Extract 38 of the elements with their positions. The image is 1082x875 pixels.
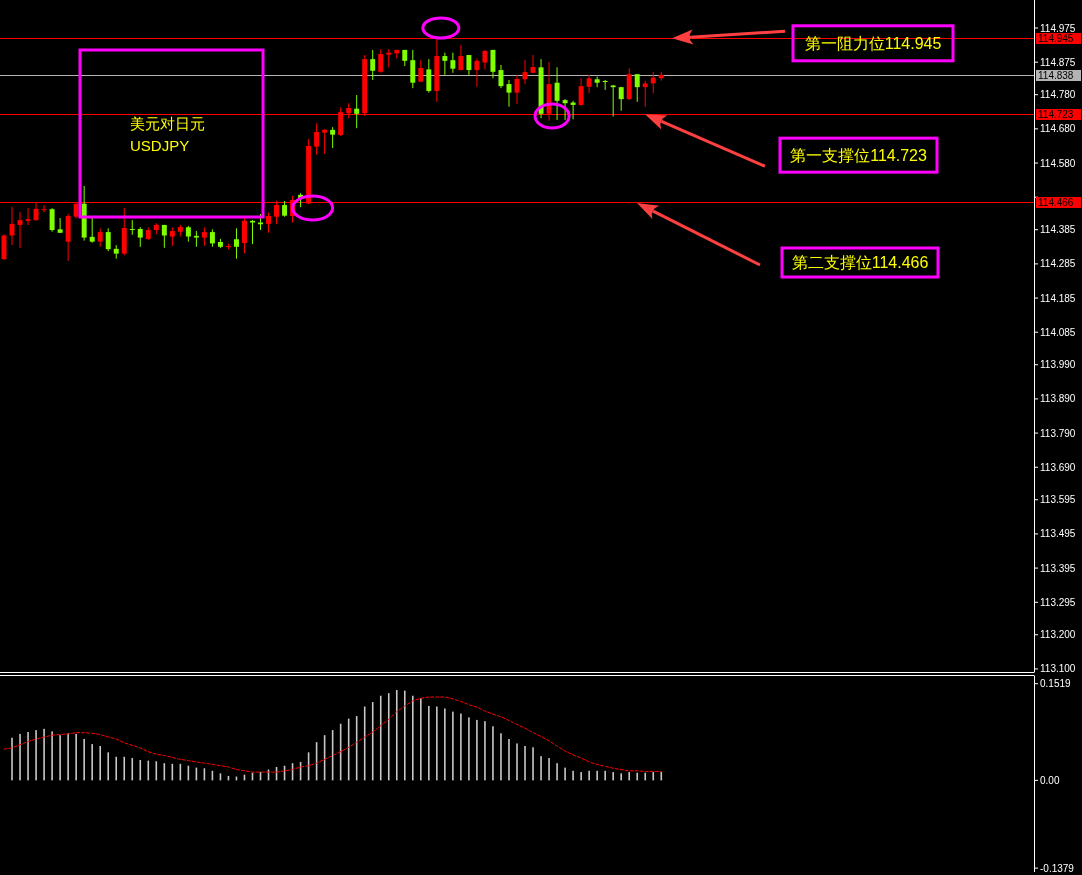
annotation: 第一阻力位114.945 [804, 34, 942, 52]
annotation: 美元对日元 USDJPY [78, 48, 265, 219]
y-tick-label: 114.680 [1040, 123, 1076, 135]
annotation: 美元对日元 USDJPY [130, 114, 205, 154]
ref-label: 114.945 [1036, 33, 1081, 44]
y-tick-label: 0.1519 [1040, 678, 1071, 690]
y-tick-label: 114.185 [1040, 292, 1076, 304]
ref-line-label: 114.723 [1038, 109, 1074, 120]
y-tick-label: 0.00 [1040, 774, 1060, 786]
y-tick-label: 114.875 [1040, 56, 1076, 68]
annotation: 第二支撑位114.466 [791, 254, 929, 271]
y-tick-label: 114.975 [1040, 22, 1076, 34]
y-tick-label: 113.200 [1040, 629, 1076, 641]
annotation: 第一支撑位114.723 [790, 146, 927, 164]
ref-label: 114.838 [1036, 70, 1081, 81]
y-tick-label: 114.085 [1040, 326, 1076, 338]
y-tick-label: 113.595 [1040, 494, 1076, 506]
y-tick-label: 114.580 [1040, 157, 1076, 169]
ref-line-label: 114.945 [1038, 33, 1074, 44]
y-tick-label: 113.495 [1040, 528, 1076, 540]
ref-label: 114.466 [1036, 197, 1081, 208]
ref-line-label: 114.466 [1038, 197, 1074, 208]
y-tick-label: 114.285 [1040, 258, 1076, 270]
ref-line-label: 114.838 [1038, 70, 1074, 81]
annotation: 第二支撑位114.466 [637, 203, 940, 279]
ref-label: 114.723 [1036, 109, 1081, 120]
y-tick-label: 113.100 [1040, 663, 1076, 675]
y-tick-label: 113.790 [1040, 427, 1076, 439]
annotation: 第一支撑位114.723 [645, 114, 939, 174]
y-tick-label: 113.295 [1040, 596, 1076, 608]
y-tick-label: 114.385 [1040, 224, 1076, 236]
y-tick-label: -0.1379 [1040, 862, 1074, 874]
y-tick-label: 114.780 [1040, 89, 1076, 101]
y-tick-label: 113.690 [1040, 461, 1076, 473]
y-tick-label: 113.990 [1040, 359, 1076, 371]
annotation: 第一阻力位114.945 [672, 24, 955, 63]
y-tick-label: 113.890 [1040, 393, 1076, 405]
y-tick-label: 113.395 [1040, 562, 1076, 574]
